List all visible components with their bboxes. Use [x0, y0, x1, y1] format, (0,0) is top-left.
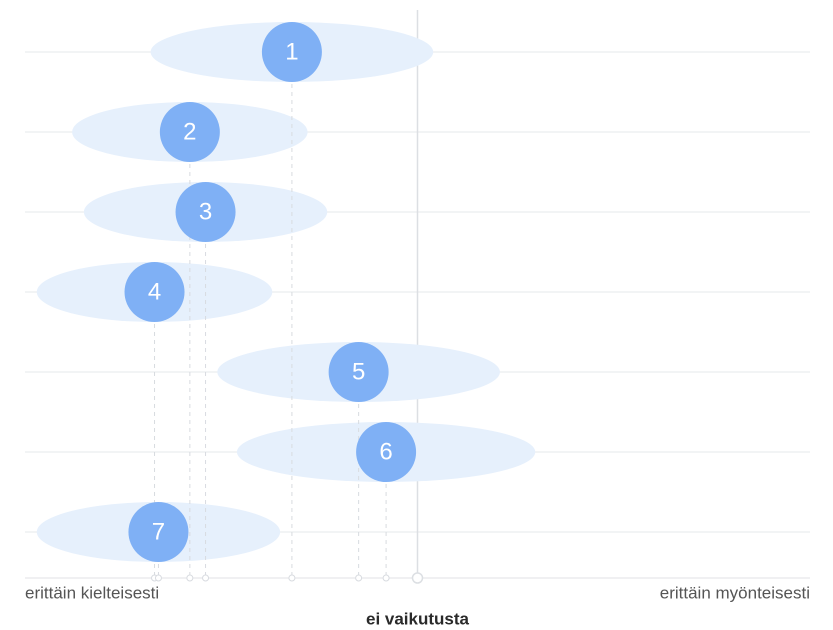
- dot-label: 4: [148, 278, 161, 305]
- dot: [328, 342, 389, 402]
- dot-label: 7: [152, 518, 165, 545]
- dot-label: 2: [183, 118, 196, 145]
- drop-dot: [355, 574, 363, 582]
- drop-dot: [202, 574, 210, 582]
- x-tick-label: ei vaikutusta: [366, 609, 470, 628]
- x-tick-label: erittäin myönteisesti: [660, 583, 810, 602]
- dot: [261, 22, 322, 82]
- dot: [128, 502, 189, 562]
- dot: [356, 422, 417, 482]
- dot-label: 1: [285, 38, 298, 65]
- drop-dot: [382, 574, 390, 582]
- drop-dot: [186, 574, 194, 582]
- drop-dot: [288, 574, 296, 582]
- dot: [159, 102, 220, 162]
- dot-label: 5: [352, 358, 365, 385]
- dot-label: 3: [199, 198, 212, 225]
- dot: [124, 262, 185, 322]
- drop-dot: [154, 574, 162, 582]
- x-tick-label: erittäin kielteisesti: [25, 583, 159, 602]
- dot-label: 6: [379, 438, 392, 465]
- dot: [175, 182, 236, 242]
- center-dot: [411, 572, 424, 584]
